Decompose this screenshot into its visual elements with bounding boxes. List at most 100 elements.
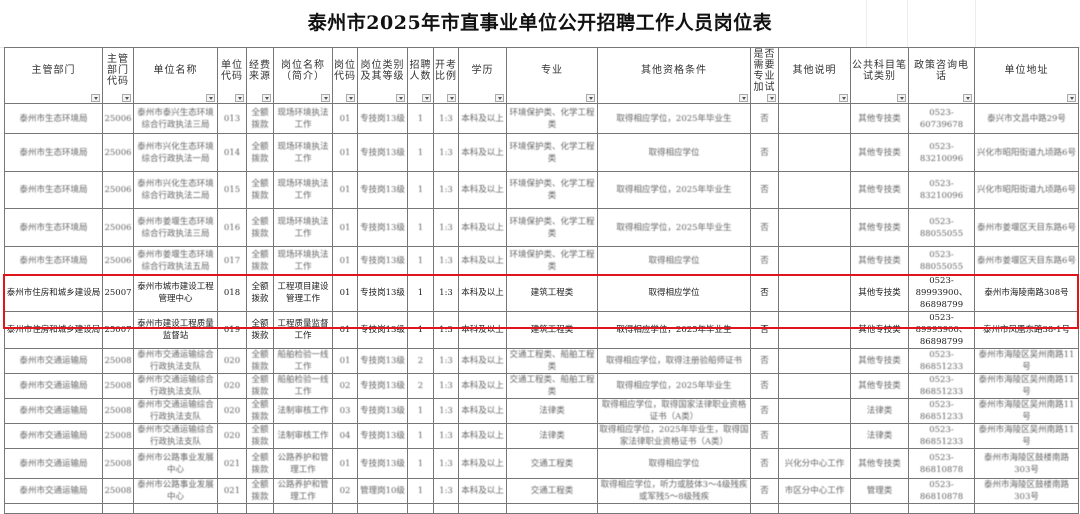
table-cell[interactable]: 取得相应学位，取得注册验船师证书 [597,348,751,374]
table-cell[interactable]: 兴化市昭阳街道九顷路6号 [974,133,1079,172]
table-cell[interactable]: 现场环境执法工作 [273,246,333,275]
table-cell[interactable]: 泰州市生态环境局 [4,171,103,209]
table-cell[interactable]: 017 [217,246,247,275]
table-cell[interactable] [778,423,851,449]
filter-dropdown-icon[interactable] [422,94,431,102]
table-cell[interactable]: 取得相应学位，听力或肢体3～4级残疾或军残5～8级残疾 [597,478,751,504]
table-cell[interactable]: 泰州市公路事业发展中心 [133,448,218,479]
table-cell[interactable] [273,503,333,514]
table-cell[interactable] [778,274,851,312]
table-cell[interactable]: 泰州市交通运输综合行政执法支队 [133,348,218,374]
table-cell[interactable]: 泰州市公路事业发展中心 [133,478,218,504]
table-cell[interactable]: 01 [332,208,358,247]
filter-dropdown-icon[interactable] [262,94,271,102]
table-cell[interactable] [750,503,779,514]
table-cell[interactable]: 0523-83210096 [908,133,975,172]
table-cell[interactable]: 本科及以上 [458,171,507,209]
table-cell[interactable]: 全额拨款 [246,208,274,247]
table-cell[interactable]: 1:3 [433,348,459,374]
table-cell[interactable]: 25007 [102,274,134,312]
table-cell[interactable]: 01 [332,103,358,134]
table-cell[interactable]: 泰州市交通运输局 [4,373,103,399]
table-cell[interactable]: 泰州市泰兴生态环境综合行政执法三局 [133,103,218,134]
table-cell[interactable]: 本科及以上 [458,448,507,479]
table-cell[interactable]: 取得相应学位 [597,133,751,172]
table-cell[interactable]: 取得相应学位，取得国家法律职业资格证书（A类） [597,398,751,424]
table-cell[interactable]: 1 [407,274,434,312]
table-cell[interactable]: 否 [750,478,779,504]
table-cell[interactable]: 1 [407,133,434,172]
table-cell[interactable]: 泰州市城市建设工程管理中心 [133,274,218,312]
table-cell[interactable]: 交通工程类、船舶工程类 [506,348,598,374]
table-cell[interactable]: 本科及以上 [458,208,507,247]
table-cell[interactable]: 1 [407,246,434,275]
filter-dropdown-icon[interactable] [495,94,504,102]
table-cell[interactable] [778,103,851,134]
table-cell[interactable]: 01 [332,448,358,479]
table-cell[interactable]: 法律类 [506,398,598,424]
table-cell[interactable]: 泰州市交通运输综合行政执法支队 [133,398,218,424]
table-cell[interactable]: 泰州市海陵区吴州南路11号 [974,423,1079,449]
table-cell[interactable]: 泰州市住房和城乡建设局 [4,274,103,312]
table-cell[interactable]: 1:3 [433,103,459,134]
table-cell[interactable]: 取得相应学位，2025年毕业生 [597,171,751,209]
table-cell[interactable] [778,398,851,424]
table-cell[interactable]: 1:3 [433,398,459,424]
table-cell[interactable] [4,503,103,514]
table-cell[interactable]: 专技岗13级 [357,373,408,399]
table-cell[interactable]: 全额拨款 [246,348,274,374]
table-cell[interactable]: 泰州市海陵区鼓楼南路303号 [974,448,1079,479]
table-cell[interactable]: 018 [217,274,247,312]
table-cell[interactable]: 专技岗13级 [357,103,408,134]
table-cell[interactable]: 取得相应学位 [597,274,751,312]
table-cell[interactable]: 管理岗10级 [357,478,408,504]
table-cell[interactable]: 1:3 [433,448,459,479]
table-cell[interactable]: 1 [407,208,434,247]
table-cell[interactable]: 25008 [102,478,134,504]
table-cell[interactable]: 专技岗13级 [357,311,408,349]
table-cell[interactable]: 取得相应学位，2025年毕业生 [597,103,751,134]
filter-dropdown-icon[interactable] [839,94,848,102]
filter-dropdown-icon[interactable] [346,94,355,102]
table-cell[interactable]: 本科及以上 [458,373,507,399]
table-cell[interactable]: 专技岗13级 [357,246,408,275]
table-cell[interactable]: 本科及以上 [458,246,507,275]
table-cell[interactable]: 全额拨款 [246,448,274,479]
table-cell[interactable]: 其他专技类 [850,208,909,247]
table-cell[interactable] [778,133,851,172]
table-cell[interactable]: 公路养护和管理工作 [273,448,333,479]
table-cell[interactable]: 否 [750,423,779,449]
table-cell[interactable]: 1:3 [433,311,459,349]
table-cell[interactable]: 03 [332,398,358,424]
filter-dropdown-icon[interactable] [1067,94,1076,102]
table-cell[interactable] [778,171,851,209]
table-cell[interactable] [133,503,218,514]
table-cell[interactable]: 泰州市姜堰生态环境综合行政执法五局 [133,246,218,275]
table-cell[interactable]: 0523-86851233 [908,398,975,424]
filter-dropdown-icon[interactable] [767,94,776,102]
table-cell[interactable] [357,503,408,514]
table-cell[interactable]: 本科及以上 [458,398,507,424]
table-cell[interactable] [506,503,598,514]
filter-dropdown-icon[interactable] [206,94,215,102]
table-cell[interactable]: 全额拨款 [246,103,274,134]
table-cell[interactable]: 020 [217,398,247,424]
table-cell[interactable]: 本科及以上 [458,103,507,134]
table-cell[interactable] [974,503,1079,514]
table-cell[interactable]: 全额拨款 [246,246,274,275]
filter-dropdown-icon[interactable] [447,94,456,102]
table-cell[interactable]: 1:3 [433,208,459,247]
table-cell[interactable]: 0523-86810878 [908,448,975,479]
table-cell[interactable] [778,503,851,514]
table-cell[interactable] [778,208,851,247]
table-cell[interactable]: 否 [750,103,779,134]
table-cell[interactable]: 泰州市生态环境局 [4,246,103,275]
table-cell[interactable]: 泰州市交通运输局 [4,478,103,504]
table-cell[interactable]: 本科及以上 [458,311,507,349]
table-cell[interactable]: 现场环境执法工作 [273,208,333,247]
table-cell[interactable]: 021 [217,448,247,479]
table-cell[interactable]: 其他专技类 [850,171,909,209]
table-cell[interactable]: 本科及以上 [458,423,507,449]
table-cell[interactable]: 取得相应学位，2025年毕业生 [597,208,751,247]
table-cell[interactable] [908,503,975,514]
